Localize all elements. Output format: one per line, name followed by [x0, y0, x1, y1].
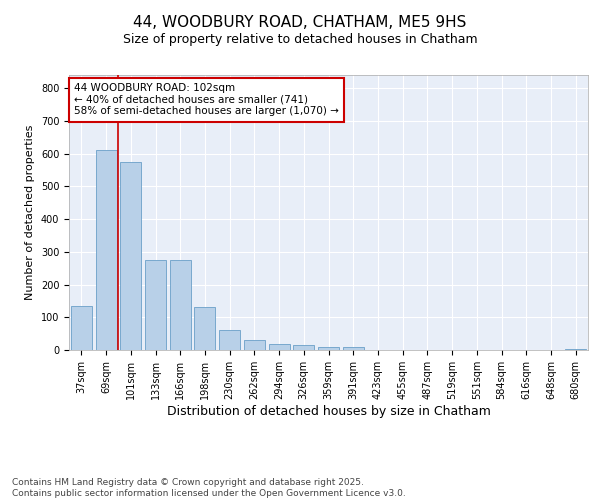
Bar — [120, 162, 141, 350]
Bar — [269, 344, 290, 350]
X-axis label: Distribution of detached houses by size in Chatham: Distribution of detached houses by size … — [167, 404, 490, 417]
Bar — [343, 348, 364, 350]
Text: 44 WOODBURY ROAD: 102sqm
← 40% of detached houses are smaller (741)
58% of semi-: 44 WOODBURY ROAD: 102sqm ← 40% of detach… — [74, 83, 339, 116]
Bar — [293, 345, 314, 350]
Bar — [318, 348, 339, 350]
Bar — [95, 150, 116, 350]
Bar — [219, 330, 240, 350]
Y-axis label: Number of detached properties: Number of detached properties — [25, 125, 35, 300]
Bar — [170, 260, 191, 350]
Bar — [194, 308, 215, 350]
Text: 44, WOODBURY ROAD, CHATHAM, ME5 9HS: 44, WOODBURY ROAD, CHATHAM, ME5 9HS — [133, 15, 467, 30]
Bar — [244, 340, 265, 350]
Text: Size of property relative to detached houses in Chatham: Size of property relative to detached ho… — [122, 32, 478, 46]
Bar — [71, 306, 92, 350]
Bar — [145, 260, 166, 350]
Text: Contains HM Land Registry data © Crown copyright and database right 2025.
Contai: Contains HM Land Registry data © Crown c… — [12, 478, 406, 498]
Bar — [565, 349, 586, 350]
